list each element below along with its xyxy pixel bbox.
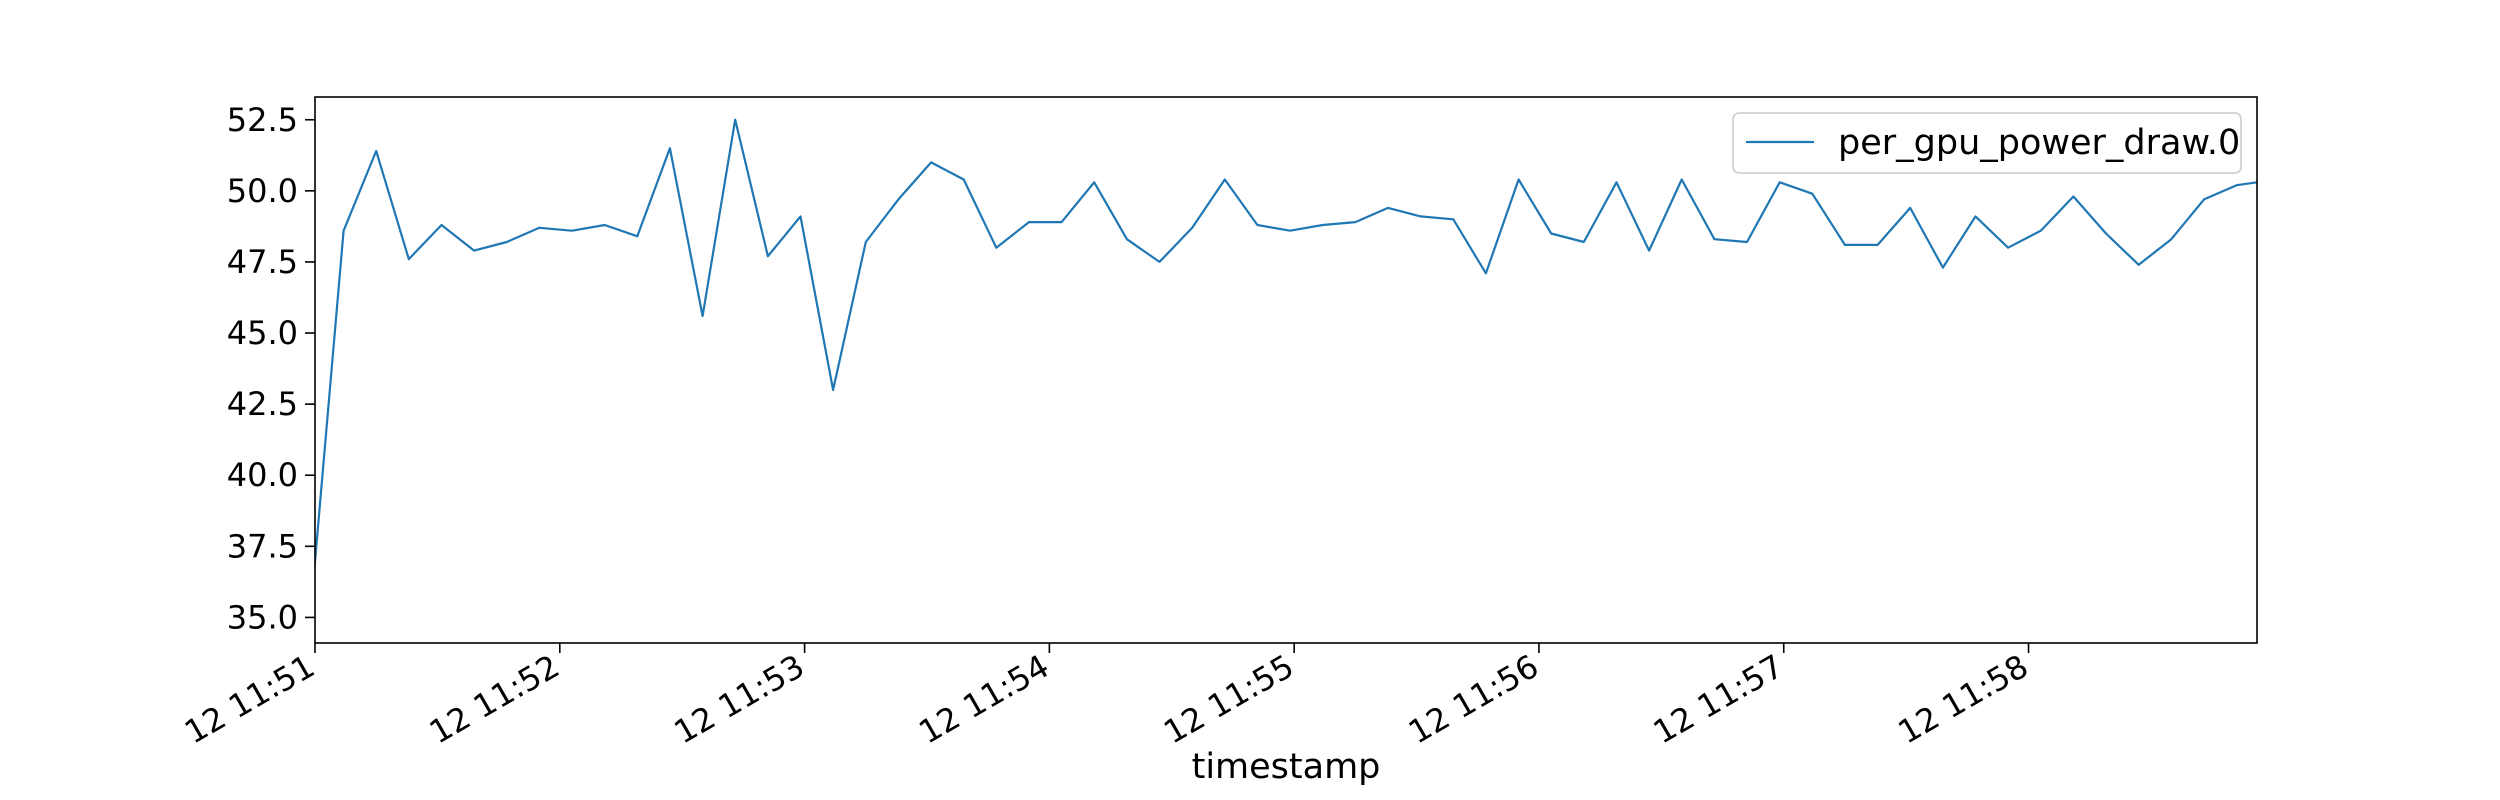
x-axis-label: timestamp xyxy=(1192,747,1381,787)
series-line-0 xyxy=(315,118,2257,575)
y-tick-label: 50.0 xyxy=(227,172,298,210)
y-tick-label: 37.5 xyxy=(227,527,298,565)
y-tick-label: 45.0 xyxy=(227,314,298,352)
legend-label: per_gpu_power_draw.0 xyxy=(1838,123,2240,163)
y-tick-label: 47.5 xyxy=(227,243,298,281)
legend-box xyxy=(1732,112,2242,174)
y-tick-label: 52.5 xyxy=(227,101,298,139)
y-tick-label: 35.0 xyxy=(227,598,298,636)
plot-frame xyxy=(314,96,2258,644)
legend: per_gpu_power_draw.0 xyxy=(1732,112,2242,174)
y-tick-label: 42.5 xyxy=(227,385,298,423)
y-axis: 35.0 37.5 40.0 42.5 45.0 47.5 50.0 52.5 xyxy=(227,101,315,636)
y-tick-label: 40.0 xyxy=(227,456,298,494)
